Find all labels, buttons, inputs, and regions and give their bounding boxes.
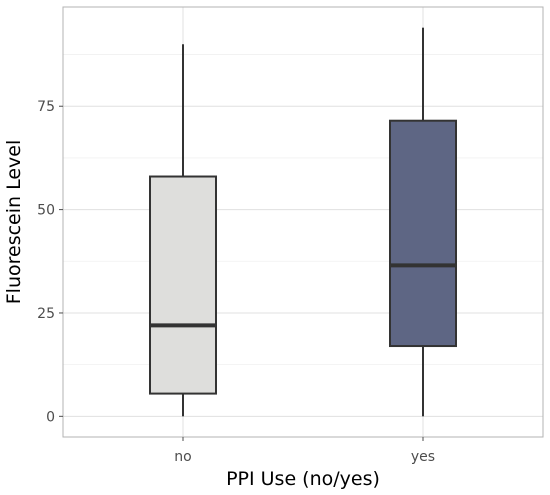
x-axis-ticks: no yes [174, 437, 435, 465]
box-iqr [389, 119, 457, 348]
y-tick-label: 50 [37, 203, 55, 219]
box-no [149, 44, 217, 417]
boxes [149, 27, 457, 417]
panel-border [62, 6, 544, 438]
y-tick-label: 25 [37, 306, 55, 322]
x-tick-label: no [174, 449, 191, 465]
box-iqr [149, 175, 217, 395]
y-axis-title: Fluorescein Level [3, 140, 25, 305]
x-tick-label: yes [411, 449, 435, 465]
x-axis-title: PPI Use (no/yes) [226, 468, 380, 490]
box-yes [389, 27, 457, 417]
minor-gridlines [63, 54, 543, 366]
y-tick-label: 0 [46, 409, 55, 425]
panel-background [63, 7, 543, 437]
y-tick-label: 75 [37, 99, 55, 115]
y-axis-ticks: 0 25 50 75 [37, 99, 63, 425]
